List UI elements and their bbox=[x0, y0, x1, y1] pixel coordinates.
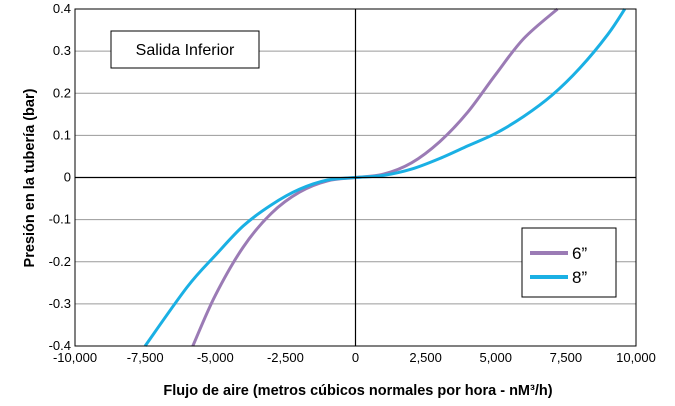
legend-label-1: 8” bbox=[572, 268, 587, 287]
series-layer bbox=[143, 7, 627, 347]
y-tick-label-1: -0.3 bbox=[49, 296, 71, 311]
y-tick-label-8: 0.4 bbox=[53, 1, 71, 16]
x-tick-label-3: -2,500 bbox=[267, 350, 304, 365]
x-tick-label-7: 7,500 bbox=[550, 350, 583, 365]
y-tick-label-5: 0.1 bbox=[53, 127, 71, 142]
y-tick-label-2: -0.2 bbox=[49, 254, 71, 269]
x-axis-label: Flujo de aire (metros cúbicos normales p… bbox=[163, 383, 552, 399]
series-line-8in bbox=[143, 8, 627, 347]
x-tick-label-5: 2,500 bbox=[409, 350, 442, 365]
x-tick-label-8: 10,000 bbox=[616, 350, 656, 365]
x-tick-label-0: -10,000 bbox=[53, 350, 97, 365]
x-tick-label-2: -5,000 bbox=[197, 350, 234, 365]
y-tick-label-7: 0.3 bbox=[53, 43, 71, 58]
x-tick-label-1: -7,500 bbox=[127, 350, 164, 365]
x-tick-labels: -10,000 -7,500 -5,000 -2,500 0 2,500 5,000 7,50… bbox=[53, 350, 656, 365]
y-axis-label: Presión en la tubería (bar) bbox=[22, 88, 38, 267]
x-tick-label-6: 5,000 bbox=[479, 350, 512, 365]
y-tick-label-0: -0.4 bbox=[49, 338, 71, 353]
axes bbox=[75, 9, 636, 346]
y-tick-label-4: 0 bbox=[64, 170, 71, 185]
annotation-box: Salida Inferior bbox=[110, 30, 260, 69]
legend-label-0: 6” bbox=[572, 244, 587, 263]
x-tick-label-4: 0 bbox=[352, 350, 359, 365]
legend: 6”8” bbox=[521, 227, 617, 298]
y-tick-labels: -0.4 -0.3 -0.2 -0.1 0 0.1 0.2 0.3 0.4 bbox=[49, 1, 71, 353]
annotation-label: Salida Inferior bbox=[136, 42, 235, 59]
y-tick-label-6: 0.2 bbox=[53, 85, 71, 100]
plot-frame bbox=[74, 8, 637, 347]
y-tick-label-3: -0.1 bbox=[49, 212, 71, 227]
